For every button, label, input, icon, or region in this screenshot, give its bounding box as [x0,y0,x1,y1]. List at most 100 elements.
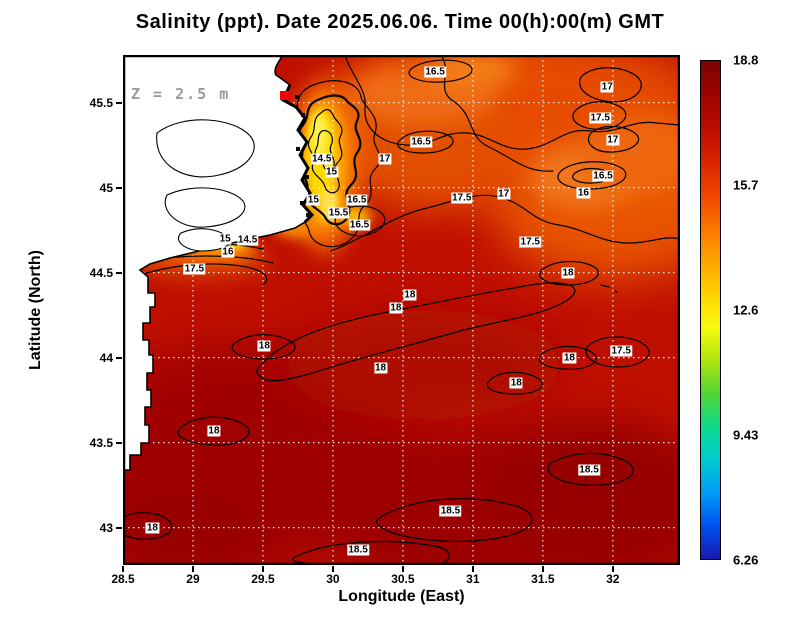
contour-18-loop-right-lower [538,345,597,370]
colorbar-tick-label: 18.8 [733,52,759,68]
contour-label: 15 [324,166,339,178]
contour-label: 17.5 [589,112,611,124]
x-tick-mark [401,566,404,572]
contour-label: 18 [562,352,576,364]
plot-frame [123,55,680,565]
contour-17p5-loop-right [585,336,650,368]
contour-label: 17.5 [183,263,206,275]
x-tick-label: 29 [186,572,200,586]
y-tick-mark [116,526,122,529]
contour-16p5-topright-loop [557,161,627,190]
contour-label: 17.5 [519,236,541,248]
contour-18-leftedge [123,512,173,540]
coast-markers [295,95,310,217]
y-tick-label: 44 [99,350,113,365]
contour-label: 18 [257,340,271,352]
contour-label: 17.5 [450,192,473,204]
contour-16p5-meander [440,55,554,172]
x-tick-mark [541,566,544,572]
x-tick-label: 31.5 [531,572,555,586]
lagoon-outline-mid [164,187,246,228]
x-axis-label: Longitude (East) [338,588,465,605]
x-tick-mark [261,566,264,572]
colorbar-tick-label: 6.26 [733,552,759,568]
y-tick-mark [116,186,122,189]
y-tick-mark [116,356,122,359]
y-tick-mark [116,441,122,444]
contour-18-loop-left [231,334,296,360]
x-tick-label: 29.5 [251,572,275,586]
map-canvas [123,55,680,565]
contour-label: 15 [306,194,320,205]
contour-16p5-mid-loop [397,130,454,154]
contour-17 [344,55,680,150]
contour-label: 16 [576,187,590,199]
contour-18-loop-bottomleft [177,416,250,446]
y-tick-mark [116,101,122,104]
contour-label: 17 [497,188,511,200]
contour-label: 14.5 [236,234,259,246]
y-tick-label: 45 [99,180,113,195]
x-tick-mark [191,566,194,572]
x-tick-label: 31 [466,572,480,586]
salinity-field [123,55,680,565]
contour-label: 18 [373,362,388,374]
contour-label: 17 [600,81,614,93]
x-tick-label: 32 [606,572,620,586]
contour-17p5-coast [123,263,268,286]
lagoon-outline-north [156,119,255,178]
station-marker [280,91,290,100]
contour-label: 16.5 [348,219,371,231]
y-tick-label: 45.5 [89,95,113,110]
x-tick-label: 30.5 [391,572,415,586]
colorbar [700,60,721,560]
contour-17-loop-topright [579,67,642,103]
y-tick-label: 43 [99,520,113,535]
contour-18-dashdot [600,284,618,293]
contour-16p5-top-loop [408,59,473,83]
y-tick-label: 43.5 [89,435,113,450]
contour-label: 18.5 [578,464,600,476]
colorbar-tick-label: 15.7 [733,177,759,193]
x-tick-label: 28.5 [111,572,135,586]
contour-label: 18 [145,522,159,534]
contour-label: 18 [389,302,403,314]
x-tick-mark [611,566,614,572]
contour-label: 18 [509,377,523,389]
contour-label: 15.5 [327,207,350,219]
x-tick-mark [471,566,474,572]
y-tick-label: 44.5 [89,265,113,280]
contour-label: 16.5 [345,194,368,205]
contour-label: 16.5 [410,136,432,148]
contour-18p5-bottom [292,540,451,565]
x-tick-mark [331,566,334,572]
contour-label: 18 [561,267,575,279]
contour-label: 15 [218,233,232,245]
contour-plume-inner [307,108,343,194]
contour-17p5-main [330,194,680,252]
contour-18p5-bottomright [547,452,634,486]
x-tick-label: 30 [326,572,340,586]
contour-label: 17.5 [610,345,632,357]
contour-label: 18 [403,289,417,301]
figure-title: Salinity (ppt). Date 2025.06.06. Time 00… [135,11,665,33]
depth-annotation: Z = 2.5 m [131,85,231,103]
contour-label: 17 [378,153,392,165]
y-tick-mark [116,271,122,274]
contour-label: 18.5 [439,505,462,517]
contour-label: 17 [606,134,620,146]
y-axis-label: Latitude (North) [27,250,44,370]
contour-label: 18 [207,425,221,437]
map-plot-area: Z = 2.5 m [123,55,680,565]
contour-label: 14.5 [310,153,333,165]
contour-18-loop-right-upper [539,260,599,286]
contour-18-loop-mid [486,371,543,395]
x-tick-mark [122,566,124,572]
contour-label: 16.5 [424,66,446,78]
colorbar-tick-label: 12.6 [733,302,759,318]
contour-label: 16 [221,246,235,258]
contour-17p5-loop-topright [572,101,627,130]
contour-18p5-bottommid [375,498,533,542]
contour-label: 18.5 [347,544,369,556]
colorbar-tick-label: 9.43 [733,427,759,443]
